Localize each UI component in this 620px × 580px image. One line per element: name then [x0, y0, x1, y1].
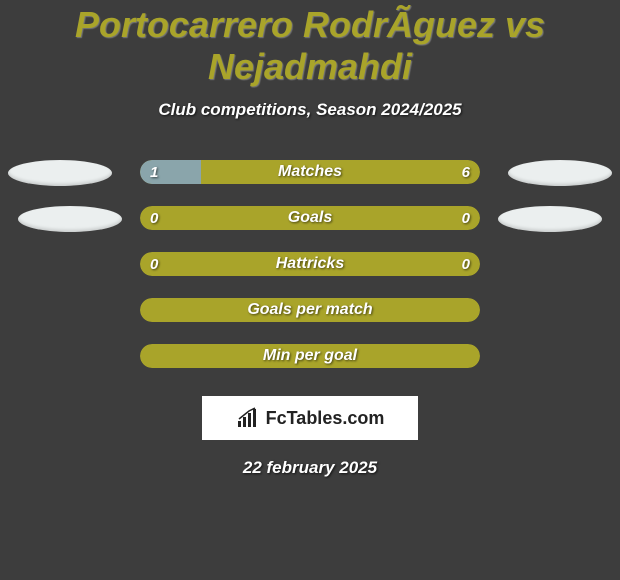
page-title: Portocarrero RodrÃ­guez vs Nejadmahdi	[0, 0, 620, 88]
team-badge-right-2	[498, 206, 602, 232]
logo-text: FcTables.com	[266, 408, 385, 429]
stat-row: Min per goal	[140, 344, 480, 368]
chart-icon	[236, 407, 260, 429]
team-badge-left-2	[18, 206, 122, 232]
stat-label: Min per goal	[140, 344, 480, 368]
stat-row: Goals0 0	[140, 206, 480, 230]
stat-value-right: 0	[462, 206, 470, 230]
team-badge-left-1	[8, 160, 112, 186]
stat-value-left: 0	[150, 252, 158, 276]
stat-row: Goals per match	[140, 298, 480, 322]
team-badge-right-1	[508, 160, 612, 186]
stat-label: Hattricks	[140, 252, 480, 276]
stat-row: Matches1 6	[140, 160, 480, 184]
source-logo: FcTables.com	[202, 396, 418, 440]
stat-value-right: 6	[462, 160, 470, 184]
stat-row: Hattricks0 0	[140, 252, 480, 276]
comparison-infographic: Portocarrero RodrÃ­guez vs Nejadmahdi Cl…	[0, 0, 620, 580]
subtitle: Club competitions, Season 2024/2025	[0, 100, 620, 120]
stat-label: Goals per match	[140, 298, 480, 322]
date-text: 22 february 2025	[0, 458, 620, 478]
stat-value-left: 0	[150, 206, 158, 230]
stat-label: Goals	[140, 206, 480, 230]
stat-value-left: 1	[150, 160, 158, 184]
stat-label: Matches	[140, 160, 480, 184]
stats-area: Matches16Goals00Hattricks00Goals per mat…	[0, 160, 620, 368]
stat-value-right: 0	[462, 252, 470, 276]
